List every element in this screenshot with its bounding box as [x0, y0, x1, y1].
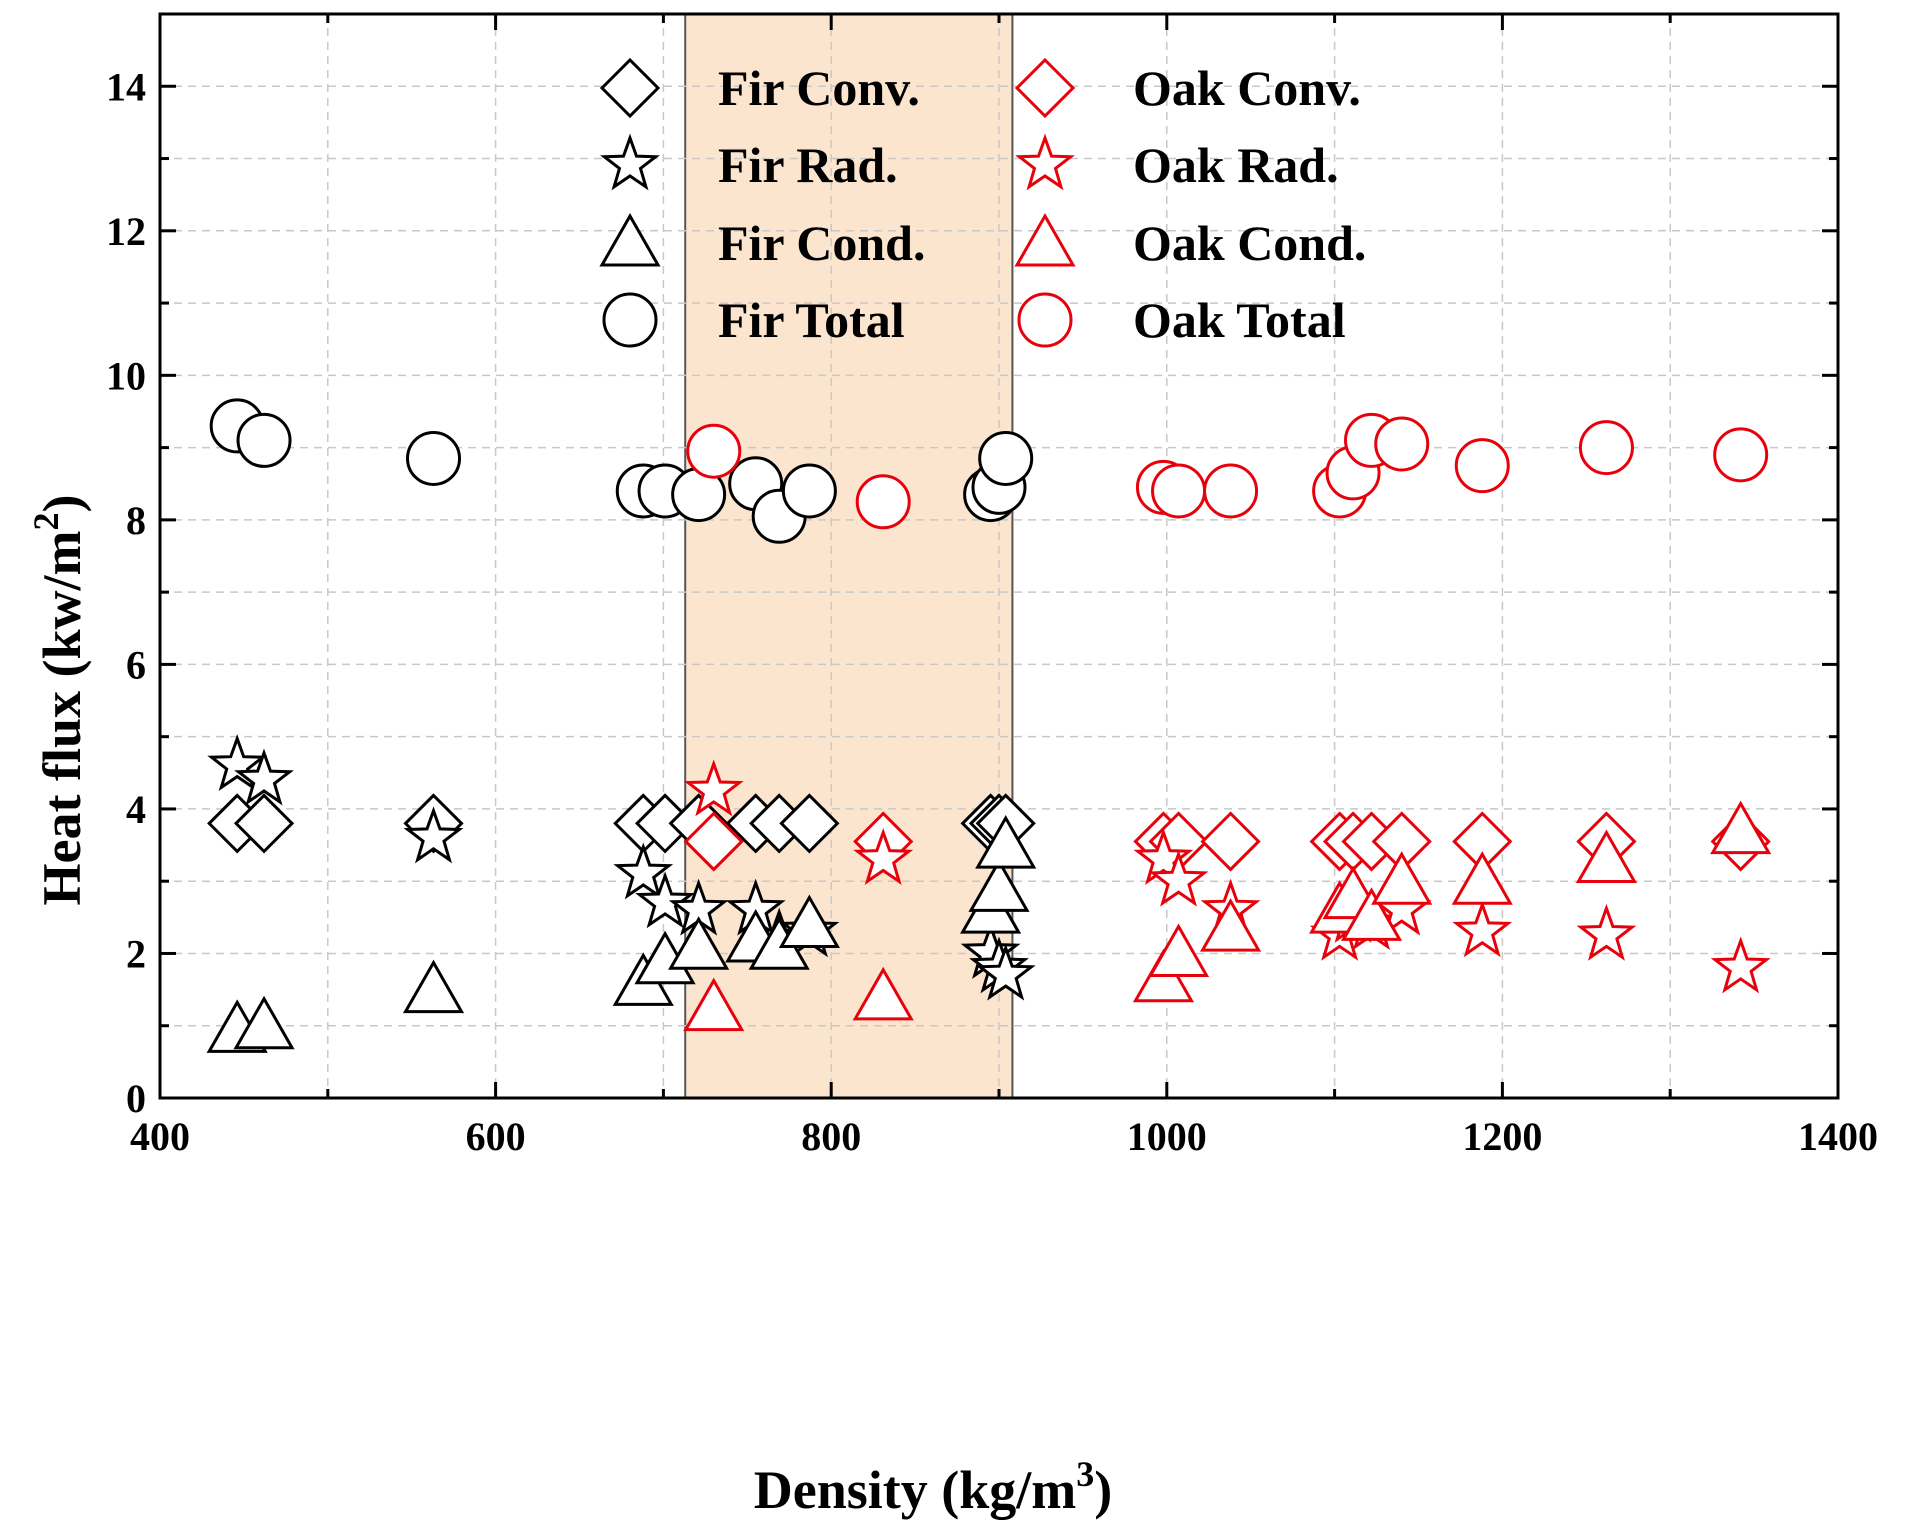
legend-marker-diamond	[599, 57, 661, 119]
legend-marker-star	[1015, 133, 1075, 191]
x-tick-label: 1000	[1127, 1114, 1207, 1159]
data-point-circle	[1374, 416, 1430, 472]
data-point-circle	[781, 463, 837, 519]
series-fir-cond	[206, 815, 1037, 1053]
legend-marker-triangle	[599, 212, 661, 267]
data-point-triangle	[1340, 887, 1403, 941]
legend-label: Fir Total	[718, 292, 905, 348]
data-point-circle	[406, 430, 462, 486]
y-tick-label: 4	[126, 787, 146, 832]
y-tick-label: 8	[126, 498, 146, 543]
y-tick-label: 12	[106, 209, 146, 254]
data-point-circle	[1203, 463, 1259, 519]
legend-label: Oak Rad.	[1133, 137, 1339, 193]
data-point-triangle	[852, 966, 914, 1021]
data-point-star	[1576, 903, 1637, 961]
data-point-triangle	[1575, 829, 1638, 884]
data-point-circle	[978, 430, 1034, 486]
data-point-diamond	[683, 811, 744, 872]
data-point-triangle	[1451, 851, 1513, 905]
highlight-band	[684, 13, 1014, 1099]
y-axis-title-sup: 2	[26, 513, 66, 531]
data-point-star	[683, 759, 744, 817]
data-point-diamond	[233, 793, 295, 854]
series-fir-total	[209, 398, 1034, 544]
x-tick-label: 400	[130, 1114, 190, 1159]
x-axis-title-end: )	[1094, 1460, 1112, 1520]
x-tick-label: 600	[466, 1114, 526, 1159]
data-point-circle	[1578, 420, 1634, 476]
data-point-star	[403, 806, 464, 864]
data-point-diamond	[779, 793, 840, 854]
data-point-star	[613, 842, 674, 900]
data-point-star	[1452, 900, 1513, 958]
data-point-triangle	[968, 858, 1030, 912]
data-point-diamond	[1200, 811, 1261, 872]
y-tick-label: 6	[126, 642, 146, 687]
y-tick-label: 2	[126, 931, 146, 976]
legend-label: Fir Conv.	[718, 60, 920, 116]
data-point-triangle	[668, 916, 730, 970]
data-point-triangle	[233, 995, 295, 1050]
data-point-triangle	[975, 815, 1037, 869]
series-oak-cond	[683, 800, 1772, 1032]
legend: Fir Conv. Fir Rad. Fir Cond. Fir Total Oak C…	[599, 57, 1366, 348]
data-point-triangle	[778, 894, 840, 949]
legend-marker-diamond	[1014, 57, 1076, 119]
data-point-star	[234, 748, 294, 806]
data-point-star	[635, 871, 696, 929]
y-tick-label: 14	[106, 64, 146, 109]
data-point-star	[853, 828, 914, 886]
legend-marker-circle	[602, 292, 658, 348]
y-tick-label: 10	[106, 353, 146, 398]
legend-label: Oak Total	[1133, 292, 1346, 348]
y-axis-title-text: Heat flux (kw/m	[32, 530, 92, 905]
data-point-triangle	[1199, 898, 1262, 952]
legend-label: Fir Rad.	[718, 137, 898, 193]
data-point-star	[1133, 828, 1194, 886]
legend-marker-triangle	[1014, 212, 1076, 267]
data-point-triangle	[1371, 851, 1433, 905]
data-point-circle	[855, 474, 911, 530]
legend-label: Oak Cond.	[1133, 215, 1366, 271]
data-point-star	[207, 734, 268, 792]
y-axis-title: Heat flux (kw/m2)	[26, 495, 92, 906]
data-point-circle	[1151, 463, 1207, 519]
data-point-triangle	[1147, 923, 1210, 977]
data-point-circle	[236, 412, 292, 468]
data-points	[206, 398, 1772, 1053]
legend-label: Fir Cond.	[718, 215, 925, 271]
data-point-star	[1148, 849, 1209, 907]
series-oak-total	[686, 412, 1769, 530]
data-point-triangle	[683, 977, 745, 1032]
x-axis-title-sup: 3	[1076, 1454, 1094, 1494]
legend-label: Oak Conv.	[1133, 60, 1361, 116]
x-tick-label: 1400	[1798, 1114, 1878, 1159]
y-axis-title-end: )	[32, 495, 92, 513]
axes	[158, 12, 1840, 1100]
legend-marker-star	[600, 133, 660, 191]
legend-marker-circle	[1017, 292, 1073, 348]
tick-labels: 400 600 800 1000 1200 1400 0 2 4 6 8 10 12 14	[106, 64, 1878, 1159]
data-point-star	[1710, 936, 1771, 994]
data-point-circle	[1454, 438, 1510, 494]
y-tick-label: 0	[126, 1076, 146, 1121]
data-point-star	[975, 943, 1036, 1001]
x-tick-label: 1200	[1462, 1114, 1542, 1159]
data-point-triangle	[402, 959, 465, 1014]
data-point-triangle	[1710, 800, 1772, 855]
data-point-circle	[1713, 427, 1769, 483]
x-axis-title: Density (kg/m3)	[754, 1454, 1112, 1520]
x-tick-label: 800	[801, 1114, 861, 1159]
data-point-circle	[686, 423, 742, 479]
x-axis-title-text: Density (kg/m	[754, 1460, 1077, 1520]
